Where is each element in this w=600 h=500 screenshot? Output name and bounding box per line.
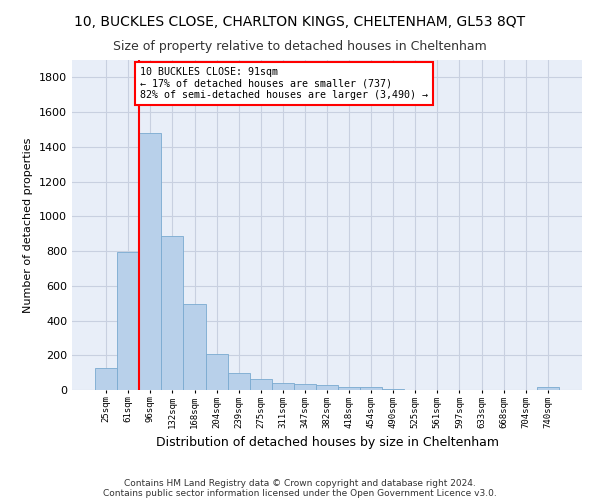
Text: Contains public sector information licensed under the Open Government Licence v3: Contains public sector information licen… <box>103 488 497 498</box>
Text: Size of property relative to detached houses in Cheltenham: Size of property relative to detached ho… <box>113 40 487 53</box>
Bar <box>382 389 404 390</box>
Bar <box>338 386 360 390</box>
Text: 10 BUCKLES CLOSE: 91sqm
← 17% of detached houses are smaller (737)
82% of semi-d: 10 BUCKLES CLOSE: 91sqm ← 17% of detache… <box>140 67 428 100</box>
Bar <box>537 388 559 390</box>
Bar <box>250 378 272 390</box>
Bar <box>316 385 338 390</box>
Bar <box>360 386 382 390</box>
Bar <box>294 384 316 390</box>
Text: 10, BUCKLES CLOSE, CHARLTON KINGS, CHELTENHAM, GL53 8QT: 10, BUCKLES CLOSE, CHARLTON KINGS, CHELT… <box>74 15 526 29</box>
Text: Contains HM Land Registry data © Crown copyright and database right 2024.: Contains HM Land Registry data © Crown c… <box>124 478 476 488</box>
Y-axis label: Number of detached properties: Number of detached properties <box>23 138 34 312</box>
Bar <box>95 368 117 390</box>
Bar <box>272 383 294 390</box>
Bar <box>227 372 250 390</box>
Bar <box>161 236 184 390</box>
Bar <box>117 252 139 390</box>
Bar <box>139 133 161 390</box>
Bar <box>206 354 227 390</box>
X-axis label: Distribution of detached houses by size in Cheltenham: Distribution of detached houses by size … <box>155 436 499 449</box>
Bar <box>184 304 206 390</box>
